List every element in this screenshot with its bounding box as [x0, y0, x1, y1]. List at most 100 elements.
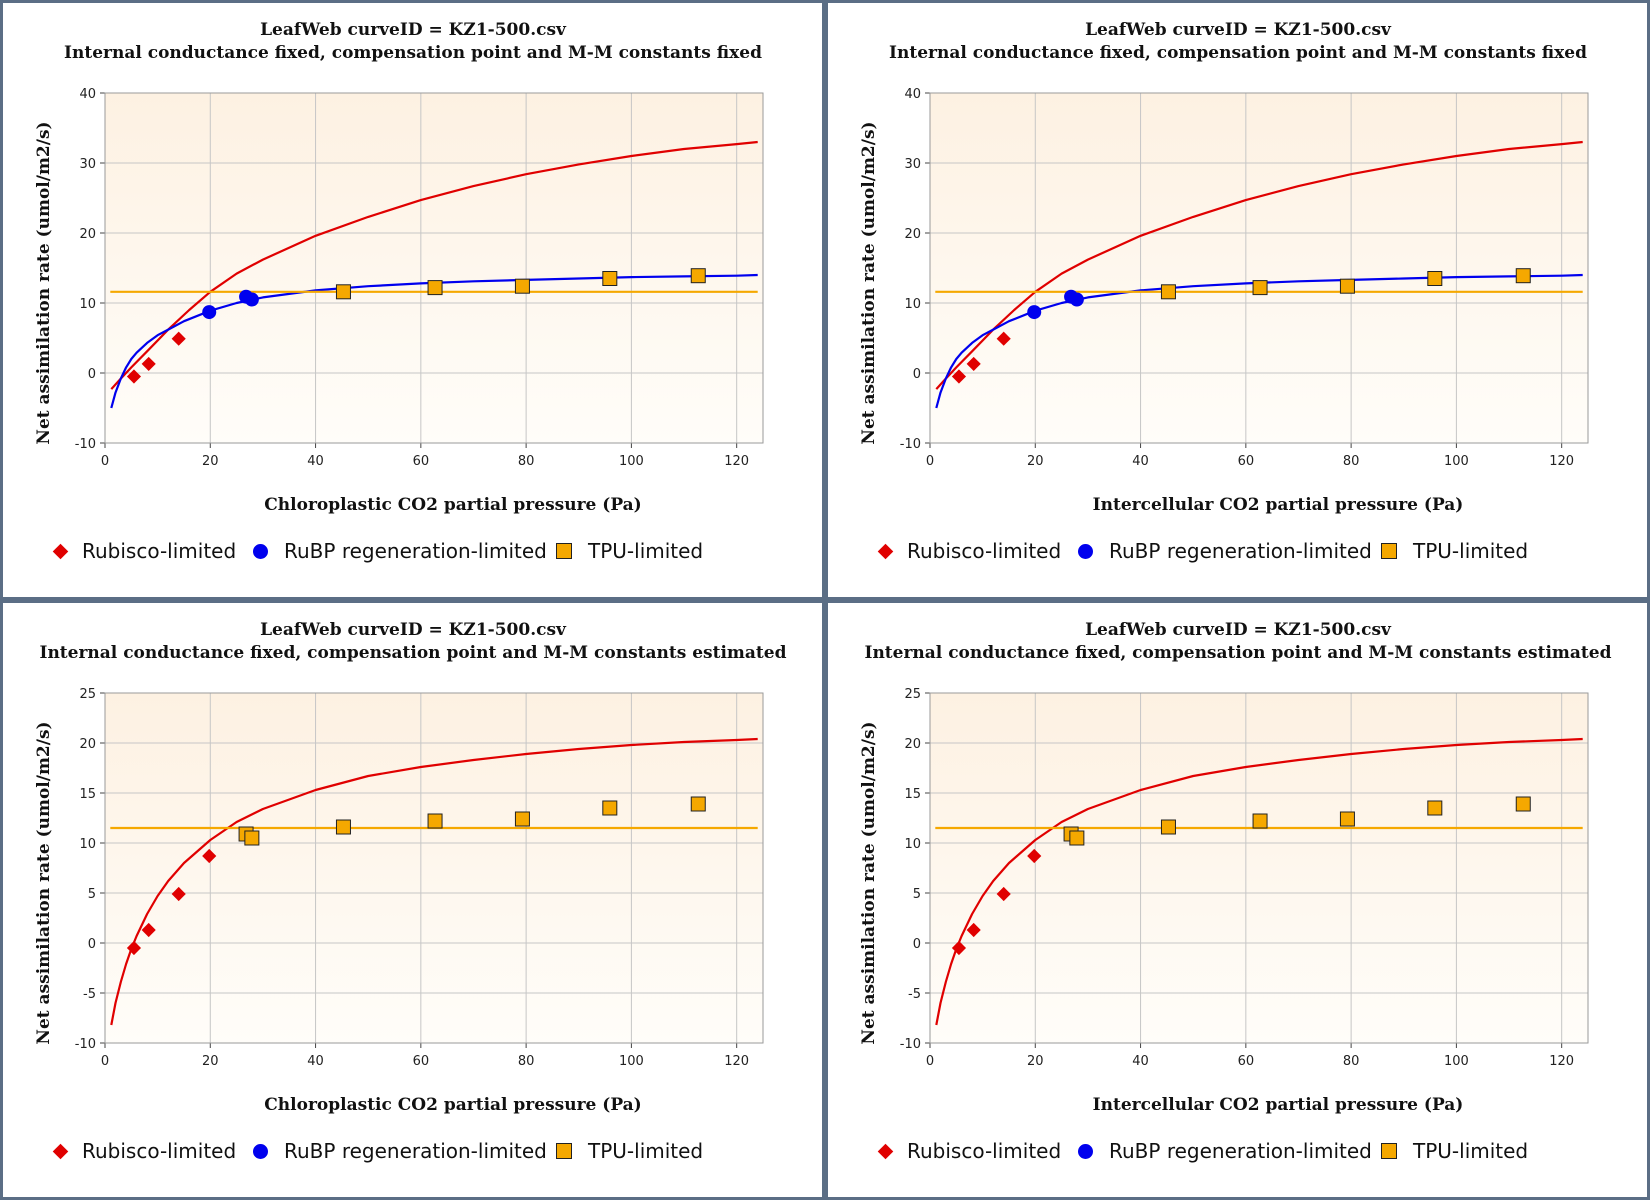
- fit-curve: [935, 140, 1583, 390]
- tpu-point: [427, 280, 443, 296]
- x-tick-label: 0: [926, 1054, 934, 1069]
- legend-item-rubp: RuBP regeneration-limited: [253, 533, 547, 569]
- x-tick-label: 60: [1238, 454, 1255, 469]
- chart-svg: LeafWeb curveID = KZ1-500.csv Internal c…: [859, 20, 1589, 515]
- legend-label: RuBP regeneration-limited: [284, 539, 547, 563]
- tpu-point: [1069, 830, 1085, 846]
- chart-title: LeafWeb curveID = KZ1-500.csv: [1085, 20, 1392, 40]
- tpu-point: [1427, 800, 1443, 816]
- x-tick-label: 100: [1444, 1054, 1469, 1069]
- plot-area: [105, 93, 763, 443]
- x-axis-label: Chloroplastic CO2 partial pressure (Pa): [264, 1095, 641, 1115]
- x-tick-label: 120: [1549, 1054, 1574, 1069]
- legend-label: RuBP regeneration-limited: [1109, 1139, 1372, 1163]
- tpu-point: [1160, 284, 1176, 300]
- legend-label: TPU-limited: [588, 1139, 704, 1163]
- legend-label: RuBP regeneration-limited: [1109, 539, 1372, 563]
- x-tick-label: 100: [1444, 454, 1469, 469]
- chart-subtitle: Internal conductance fixed, compensation…: [40, 643, 787, 663]
- chart-subtitle: Internal conductance fixed, compensation…: [889, 43, 1587, 63]
- circle-marker-icon: [1078, 543, 1093, 559]
- y-tick-label: 40: [79, 87, 96, 102]
- y-tick-label: 10: [79, 837, 96, 852]
- rubp-point: [1069, 292, 1084, 307]
- x-tick-label: 20: [1027, 454, 1044, 469]
- legend: Rubisco-limited RuBP regeneration-limite…: [3, 1133, 822, 1169]
- y-tick-label: 15: [79, 787, 96, 802]
- y-tick-label: 10: [904, 297, 921, 312]
- plot-area: [930, 93, 1588, 443]
- fit-curve: [935, 273, 1583, 409]
- chart-svg: LeafWeb curveID = KZ1-500.csv Internal c…: [34, 20, 764, 515]
- y-tick-label: 20: [79, 227, 96, 242]
- fit-curve: [110, 737, 758, 1026]
- diamond-marker-icon: [52, 1143, 69, 1159]
- y-tick-label: 40: [904, 87, 921, 102]
- y-tick-label: 5: [913, 887, 921, 902]
- x-tick-label: 20: [202, 1054, 219, 1069]
- tpu-point: [1427, 271, 1443, 286]
- rubisco-point: [171, 331, 186, 346]
- chart-panel-bottom-left: LeafWeb curveID = KZ1-500.csv Internal c…: [3, 603, 822, 1197]
- rubisco-point: [171, 886, 186, 902]
- x-tick-label: 0: [926, 454, 934, 469]
- x-tick-label: 60: [413, 454, 430, 469]
- rubisco-point: [202, 848, 217, 864]
- legend-item-tpu: TPU-limited: [1381, 533, 1528, 569]
- plot-frame: [104, 92, 764, 444]
- rubp-point: [244, 292, 259, 307]
- tpu-point: [1339, 278, 1355, 294]
- legend: Rubisco-limited RuBP regeneration-limite…: [828, 533, 1647, 569]
- legend-item-rubisco: Rubisco-limited: [876, 1133, 1061, 1169]
- y-axis-label: Net assimilation rate (umol/m2/s): [859, 121, 879, 444]
- plot-frame: [104, 692, 764, 1044]
- legend-item-tpu: TPU-limited: [556, 533, 703, 569]
- y-tick-label: -10: [75, 1037, 96, 1052]
- tpu-point: [690, 796, 706, 812]
- x-tick-label: 60: [413, 1054, 430, 1069]
- tpu-point: [514, 811, 530, 827]
- chart-panel-bottom-right: LeafWeb curveID = KZ1-500.csv Internal c…: [828, 603, 1647, 1197]
- x-tick-label: 100: [619, 454, 644, 469]
- y-tick-label: 0: [88, 937, 96, 952]
- circle-marker-icon: [253, 1143, 268, 1159]
- tpu-point: [1515, 268, 1531, 284]
- legend-label: TPU-limited: [588, 539, 704, 563]
- rubisco-point: [126, 940, 142, 956]
- legend-item-rubp: RuBP regeneration-limited: [253, 1133, 547, 1169]
- x-tick-label: 40: [1132, 1054, 1149, 1069]
- diamond-marker-icon: [52, 543, 69, 559]
- rubisco-point: [996, 886, 1011, 902]
- y-tick-label: 5: [88, 887, 96, 902]
- x-tick-label: 80: [518, 454, 535, 469]
- y-axis-label: Net assimilation rate (umol/m2/s): [34, 721, 54, 1044]
- x-tick-label: 0: [101, 454, 109, 469]
- x-tick-label: 20: [1027, 1054, 1044, 1069]
- rubisco-point: [966, 356, 981, 371]
- y-tick-label: 10: [79, 297, 96, 312]
- legend-label: TPU-limited: [1413, 539, 1529, 563]
- y-tick-label: -10: [900, 1037, 921, 1052]
- rubisco-point: [141, 922, 156, 938]
- plot-area: [105, 693, 763, 1043]
- fit-curve: [110, 140, 758, 390]
- x-tick-label: 120: [724, 454, 749, 469]
- x-tick-label: 80: [1343, 454, 1360, 469]
- y-tick-label: 20: [904, 737, 921, 752]
- plot-frame: [929, 92, 1589, 444]
- tpu-point: [602, 271, 618, 286]
- chart-title: LeafWeb curveID = KZ1-500.csv: [260, 620, 567, 640]
- x-tick-label: 40: [307, 454, 324, 469]
- rubp-point: [202, 305, 217, 320]
- y-axis-label: Net assimilation rate (umol/m2/s): [859, 721, 879, 1044]
- y-tick-label: 25: [79, 687, 96, 702]
- x-axis-label: Intercellular CO2 partial pressure (Pa): [1093, 1095, 1464, 1115]
- diamond-marker-icon: [877, 1143, 894, 1159]
- square-marker-icon: [556, 1143, 572, 1159]
- x-axis-label: Intercellular CO2 partial pressure (Pa): [1093, 495, 1464, 515]
- rubisco-point: [1027, 848, 1042, 864]
- legend-item-rubisco: Rubisco-limited: [876, 533, 1061, 569]
- x-tick-label: 100: [619, 1054, 644, 1069]
- y-tick-label: 10: [904, 837, 921, 852]
- fit-curve: [110, 273, 758, 409]
